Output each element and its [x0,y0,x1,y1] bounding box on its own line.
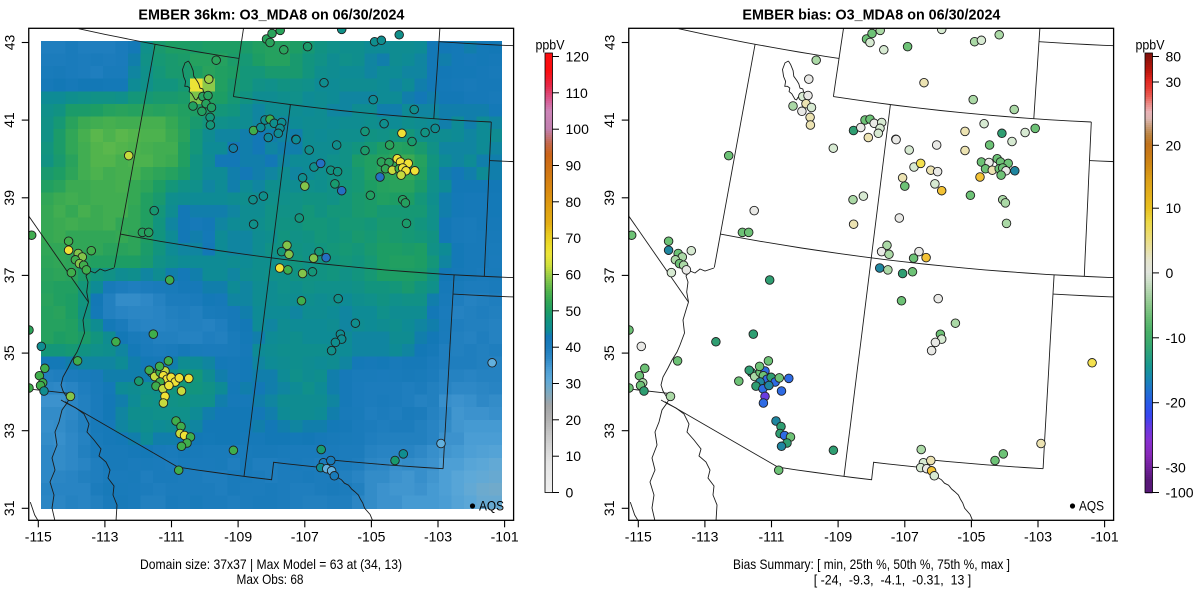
svg-text:-113: -113 [91,529,118,545]
svg-text:-100: -100 [1166,485,1194,501]
svg-text:120: 120 [566,49,590,65]
svg-text:-20: -20 [1166,395,1186,411]
svg-text:Bias Summary: [ min, 25th %, 5: Bias Summary: [ min, 25th %, 50th %, 75t… [733,556,1010,572]
svg-text:Domain size: 37x37 | Max Model: Domain size: 37x37 | Max Model = 63 at (… [140,556,402,572]
svg-text:10: 10 [1166,200,1182,216]
svg-text:100: 100 [566,121,590,137]
svg-text:AQS: AQS [1079,499,1104,514]
svg-text:39: 39 [1,190,17,206]
svg-text:10: 10 [566,448,582,464]
svg-text:33: 33 [601,423,617,439]
svg-text:EMBER 36km: O3_MDA8 on 06/30/2: EMBER 36km: O3_MDA8 on 06/30/2024 [138,6,405,23]
svg-text:-111: -111 [759,529,785,545]
svg-text:20: 20 [1166,137,1182,153]
svg-text:37: 37 [601,267,617,283]
svg-text:-101: -101 [1091,529,1119,545]
svg-text:-10: -10 [1166,330,1186,346]
svg-text:43: 43 [1,35,17,51]
svg-text:-107: -107 [291,529,319,545]
svg-text:30: 30 [566,376,582,392]
svg-text:ppbV: ppbV [536,37,566,53]
svg-text:-115: -115 [625,529,652,545]
svg-text:-30: -30 [1166,459,1186,475]
svg-text:70: 70 [566,230,582,246]
svg-text:0: 0 [566,485,574,501]
svg-text:110: 110 [566,85,589,101]
svg-text:41: 41 [1,112,17,128]
svg-text:20: 20 [566,412,582,428]
svg-text:0: 0 [1166,265,1174,281]
svg-text:41: 41 [601,112,617,128]
svg-text:-103: -103 [1024,529,1052,545]
svg-text:-113: -113 [691,529,718,545]
svg-text:40: 40 [566,339,582,355]
svg-text:-109: -109 [824,529,852,545]
svg-text:35: 35 [601,345,617,361]
svg-text:-105: -105 [957,529,985,545]
svg-text:-109: -109 [224,529,252,545]
svg-text:50: 50 [566,303,582,319]
svg-text:-111: -111 [159,529,185,545]
svg-text:31: 31 [601,500,617,516]
svg-text:Max Obs: 68: Max Obs: 68 [237,571,304,587]
svg-text:80: 80 [1166,49,1182,65]
svg-text:33: 33 [1,423,17,439]
svg-text:-103: -103 [424,529,452,545]
svg-text:80: 80 [566,194,582,210]
svg-text:90: 90 [566,158,582,174]
svg-text:35: 35 [1,345,17,361]
svg-text:EMBER bias: O3_MDA8 on 06/30/2: EMBER bias: O3_MDA8 on 06/30/2024 [742,6,1001,23]
svg-text:[ -24, -9.3, -4.1, -0.31,: [ -24, -9.3, -4.1, -0.31, 13 ] [814,572,972,588]
svg-text:-115: -115 [25,529,52,545]
svg-text:43: 43 [601,35,617,51]
svg-text:-105: -105 [357,529,385,545]
svg-text:39: 39 [601,190,617,206]
svg-text:-101: -101 [491,529,519,545]
svg-text:AQS: AQS [479,499,504,514]
svg-text:31: 31 [1,500,17,516]
svg-text:-107: -107 [891,529,919,545]
svg-text:60: 60 [566,267,582,283]
svg-text:ppbV: ppbV [1136,37,1166,53]
svg-text:37: 37 [1,267,17,283]
svg-text:30: 30 [1166,74,1182,90]
